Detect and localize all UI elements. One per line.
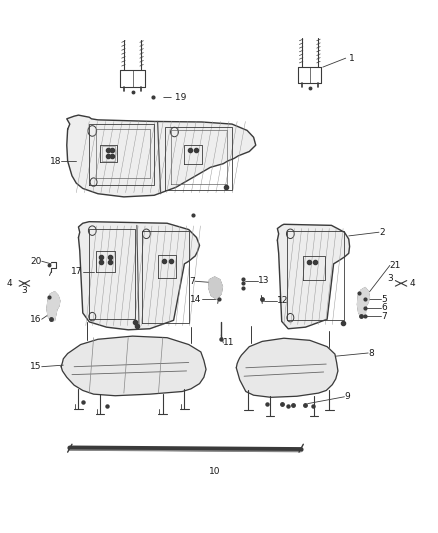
Text: — 19: — 19 <box>163 93 186 102</box>
Text: 21: 21 <box>390 261 401 270</box>
Text: 11: 11 <box>223 338 235 348</box>
Polygon shape <box>67 115 256 197</box>
Polygon shape <box>236 338 338 397</box>
Text: 20: 20 <box>30 257 42 266</box>
Text: 2: 2 <box>379 228 385 237</box>
Text: 9: 9 <box>344 392 350 401</box>
Polygon shape <box>277 224 350 329</box>
Text: 13: 13 <box>258 276 269 285</box>
Text: 1: 1 <box>349 54 354 63</box>
Text: 7: 7 <box>190 277 195 286</box>
Text: 10: 10 <box>209 467 220 475</box>
Text: 12: 12 <box>277 296 289 305</box>
Text: 4: 4 <box>409 279 415 288</box>
Polygon shape <box>357 288 370 318</box>
Polygon shape <box>208 277 223 299</box>
Text: 3: 3 <box>21 286 27 295</box>
Text: 7: 7 <box>381 312 387 320</box>
Polygon shape <box>61 336 206 395</box>
Text: 5: 5 <box>381 295 387 304</box>
Text: 18: 18 <box>49 157 61 166</box>
Text: 17: 17 <box>71 267 83 276</box>
Text: 4: 4 <box>7 279 12 288</box>
Polygon shape <box>78 222 200 330</box>
Text: 6: 6 <box>381 303 387 312</box>
Text: 8: 8 <box>368 349 374 358</box>
Text: 3: 3 <box>388 273 393 282</box>
Text: 14: 14 <box>191 295 202 304</box>
Text: 16: 16 <box>30 315 42 324</box>
Text: 15: 15 <box>30 362 42 371</box>
Polygon shape <box>47 292 60 321</box>
